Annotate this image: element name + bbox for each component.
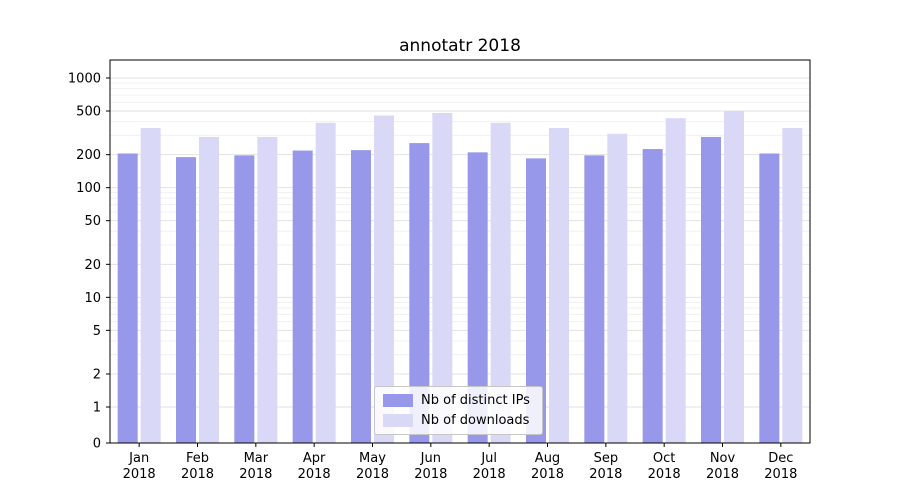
y-tick-label: 50 [84,214,101,229]
bar-downloads [140,128,161,443]
bar-distinct-ips [176,157,196,444]
bar-downloads [315,122,336,443]
bar-distinct-ips [234,155,255,443]
bar-distinct-ips [701,136,721,443]
y-tick-label: 200 [76,148,101,163]
x-tick-label-year: 2018 [298,467,331,482]
bar-distinct-ips [409,143,430,443]
legend-item-distinct-ips: Nb of distinct IPs [383,393,530,408]
chart-title: annotatr 2018 [399,36,521,56]
x-tick-label-month: Jul [480,451,497,466]
bar-distinct-ips [642,149,663,443]
y-tick-label: 5 [93,324,101,339]
y-tick-label: 500 [76,105,101,120]
x-tick-label-year: 2018 [589,467,622,482]
bar-distinct-ips [526,158,546,444]
legend-swatch-downloads [383,414,413,427]
y-tick-label: 1000 [68,72,101,87]
bar-distinct-ips [467,152,488,443]
legend-item-downloads: Nb of downloads [383,413,530,428]
legend-swatch-distinct-ips [383,394,413,407]
bar-downloads [549,128,569,443]
x-tick-label-year: 2018 [181,467,214,482]
legend-label-downloads: Nb of downloads [421,413,530,428]
bar-distinct-ips [584,155,605,443]
x-tick-label-month: Sep [594,451,619,466]
x-tick-label-year: 2018 [239,467,272,482]
x-tick-label-year: 2018 [648,467,681,482]
bar-downloads [432,112,453,443]
x-tick-label-month: Jun [420,451,441,466]
x-tick-label-year: 2018 [473,467,506,482]
bar-downloads [257,136,278,443]
bar-downloads [199,136,219,443]
x-tick-label-year: 2018 [123,467,156,482]
x-tick-label-month: Oct [653,451,675,466]
plot-border [109,59,811,444]
x-tick-label-month: Dec [768,451,793,466]
legend-label-distinct-ips: Nb of distinct IPs [421,393,530,408]
bar-downloads [607,133,628,443]
x-tick-label-year: 2018 [764,467,797,482]
x-tick-label-year: 2018 [706,467,739,482]
y-tick-label: 20 [84,258,101,273]
x-tick-label-month: Aug [535,451,560,466]
x-tick-label-year: 2018 [356,467,389,482]
x-tick-label-year: 2018 [531,467,564,482]
x-tick-label-month: May [359,451,386,466]
legend: Nb of distinct IPs Nb of downloads [374,386,543,435]
y-tick-label: 100 [76,181,101,196]
bar-downloads [374,115,394,443]
bar-downloads [665,118,686,443]
y-tick-label: 2 [93,367,101,382]
bar-distinct-ips [759,153,780,443]
y-tick-label: 1 [93,401,101,416]
x-tick-label-month: Mar [244,451,269,466]
x-tick-label-year: 2018 [414,467,447,482]
y-tick-label: 0 [93,437,101,452]
y-tick-label: 10 [84,291,101,306]
x-tick-label-month: Nov [710,451,736,466]
bar-downloads [490,122,511,443]
bar-distinct-ips [292,150,313,444]
bar-downloads [782,128,803,443]
bar-distinct-ips [351,150,371,443]
x-tick-label-month: Jan [128,451,149,466]
bar-distinct-ips [117,153,138,443]
x-tick-label-month: Feb [186,451,209,466]
bar-downloads [724,111,744,444]
x-tick-label-month: Apr [303,451,326,466]
